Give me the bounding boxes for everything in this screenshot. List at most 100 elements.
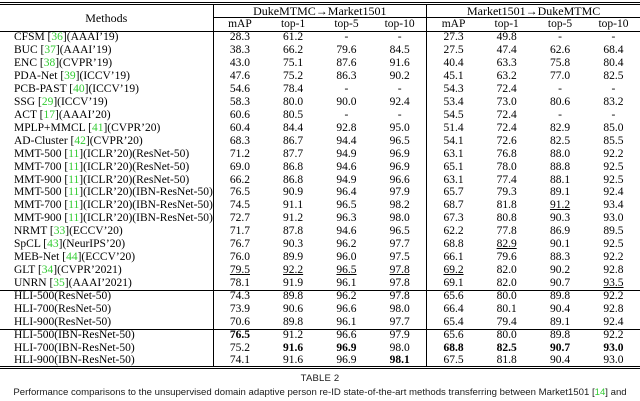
metric-value: 91.2: [283, 212, 304, 225]
metric-value: 96.5: [373, 226, 428, 239]
metric-value: 92.5: [603, 160, 624, 173]
metric-value: 82.5: [549, 134, 571, 147]
metric-value: 75.8: [549, 57, 571, 70]
metric-value: 94.6: [336, 160, 357, 173]
table-row: MMT-900 [11](ICLR’20)(ResNet-50) 66.2 86.8…: [0, 174, 640, 187]
metric-value: 94.9: [336, 173, 357, 186]
citation-number: 11: [68, 186, 80, 199]
metric-value: 63.1: [443, 147, 464, 160]
metric-value: 84.4: [283, 121, 304, 134]
citation-number: 43: [47, 238, 59, 251]
table-row: HLI-700(ResNet-50) 73.9 90.6 96.6 98.0 66.4 80…: [0, 303, 640, 317]
metric-value: 80.0: [479, 328, 534, 342]
metric-value: 79.6: [336, 44, 357, 57]
metric-value: 75.1: [283, 57, 304, 70]
metric-value: -: [373, 31, 428, 45]
metric-value: 86.3: [336, 70, 357, 83]
metric-value: 93.0: [603, 353, 624, 366]
metric-value: 71.7: [229, 225, 250, 238]
metric-value: 94.6: [336, 225, 357, 238]
metric-value: -: [344, 82, 349, 95]
metric-value: 92.8: [336, 121, 357, 134]
metric-value: 85.5: [603, 134, 624, 147]
metric-value: 94.9: [336, 147, 357, 160]
citation-number: 29: [41, 96, 54, 108]
metric-value: 63.2: [496, 70, 517, 83]
metric-value: 95.0: [373, 122, 428, 135]
metric-value: -: [558, 31, 562, 44]
table-row: MMT-500 [11](ICLR’20)(ResNet-50) 71.2 87.7…: [0, 148, 640, 161]
table-row: PDA-Net [39](ICCV’19) 47.6 75.2 86.3 90.2 45.…: [0, 70, 640, 84]
metric-value: 78.4: [283, 82, 304, 95]
metric-value: 98.2: [373, 200, 428, 213]
method-name: MMT-500 [11](ICLR’20)(IBN-ResNet-50): [0, 186, 214, 200]
metric-value: 92.5: [603, 238, 624, 251]
metric-value: 75.2: [229, 341, 250, 354]
metric-value: 72.6: [496, 134, 517, 147]
caption-title: TABLE 2: [300, 373, 340, 385]
metric-value: 89.8: [533, 289, 587, 304]
table-row: GLT [34](CVPR’2021) 79.5 92.2 96.5 97.8 69.2 8…: [0, 264, 640, 278]
metric-value: 98.0: [373, 213, 428, 226]
metric-value: 96.6: [319, 328, 374, 342]
group-header-duke-to-market: DukeMTMC→Market1501: [213, 3, 428, 18]
metric-value: 94.4: [336, 134, 357, 147]
citation-number: 17: [43, 109, 56, 121]
metric-value: 90.2: [549, 264, 571, 277]
caption-text: Performance comparisons to the unsupervi…: [0, 387, 640, 398]
table-row: NRMT [33](ECCV’20) 71.7 87.8 94.6 96.5 62.2 77…: [0, 226, 640, 239]
metric-value: 97.9: [373, 328, 428, 342]
metric-value: 54.1: [443, 134, 464, 147]
citation-number: 38: [43, 57, 56, 70]
metric-value: 72.4: [496, 121, 517, 134]
citation-number: 34: [41, 264, 54, 277]
metric-value: 66.2: [283, 44, 304, 57]
metric-value: 54.6: [229, 82, 250, 95]
metric-value: 90.7: [549, 341, 571, 354]
metric-value: 91.9: [283, 276, 304, 289]
metric-value: 96.2: [319, 289, 374, 304]
col-header-top10: top-10: [586, 17, 640, 32]
metric-value: 68.7: [443, 199, 464, 212]
metric-value: 97.8: [373, 289, 428, 304]
table-row: PCB-PAST [40](ICCV’19) 54.6 78.4 - - 54.3 72.4…: [0, 82, 640, 97]
metric-value: 60.6: [229, 108, 250, 121]
metric-value: 92.2: [586, 328, 640, 342]
metric-value: 53.4: [443, 95, 464, 108]
metric-value: 96.6: [373, 174, 428, 187]
metric-value: 80.4: [603, 57, 624, 70]
metric-value: -: [611, 108, 616, 121]
table-row: MEB-Net [44](ECCV’20) 76.0 89.9 96.0 97.5 66.…: [0, 251, 640, 265]
table-row: MMT-500 [11](ICLR’20)(IBN-ResNet-50) 76.5…: [0, 187, 640, 200]
method-name: ENC [38](CVPR’19): [0, 57, 214, 71]
metric-value: -: [373, 109, 428, 123]
metric-value: 82.5: [603, 70, 624, 83]
citation-number: 11: [68, 160, 80, 173]
metric-value: 72.4: [496, 82, 517, 95]
method-name: GLT [34](CVPR’2021): [0, 264, 214, 278]
metric-value: 65.6: [426, 328, 480, 342]
metric-value: 28.3: [229, 31, 250, 44]
method-name: MMT-900 [11](ICLR’20)(ResNet-50): [0, 173, 214, 187]
metric-value: 92.5: [603, 173, 624, 186]
metric-value: 85.0: [603, 121, 624, 134]
group-header-row: Methods DukeMTMC→Market1501 Market1501→D…: [0, 3, 640, 32]
metric-value: 97.7: [373, 316, 428, 330]
caption-citation: 14: [594, 387, 606, 399]
table-row: HLI-500(IBN-ResNet-50) 76.5 91.2 96.6 97.9 65…: [0, 328, 640, 342]
citation-number: 39: [64, 70, 76, 83]
metric-value: 98.1: [373, 354, 428, 368]
method-name: UNRN [35](AAAI’2021): [0, 277, 214, 291]
metric-value: 68.8: [443, 238, 464, 251]
metric-value: 91.2: [266, 328, 320, 342]
metric-value: 76.5: [229, 186, 250, 199]
metric-value: -: [611, 31, 616, 44]
metric-value: 78.1: [229, 276, 250, 289]
metric-value: 97.5: [373, 251, 428, 265]
metric-value: 91.1: [283, 199, 304, 212]
caption-text-post: ] and: [605, 387, 627, 399]
table-row: SSG [29](ICCV’19) 58.3 80.0 90.0 92.4 53.4 73.…: [0, 95, 640, 110]
metric-value: 90.0: [336, 95, 357, 108]
metric-value: 89.5: [603, 225, 624, 238]
metric-value: 62.6: [549, 44, 571, 57]
